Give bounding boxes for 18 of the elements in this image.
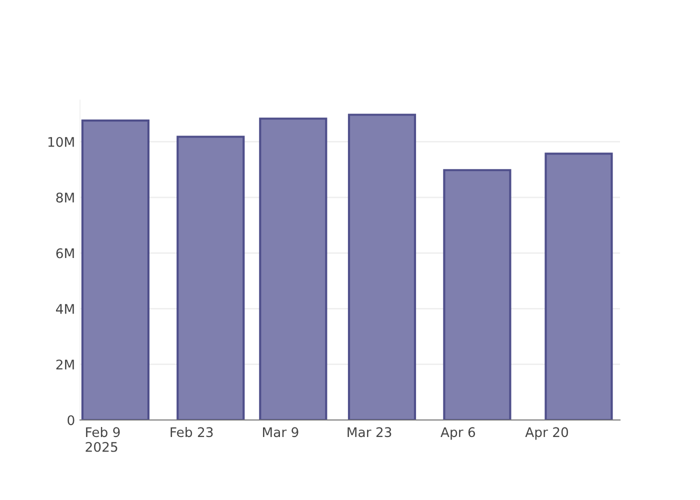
x-tick-label: Feb 9 2025	[86, 426, 120, 452]
x-tick-label: Apr 6	[440, 427, 476, 440]
y-tick-label: 6M	[56, 248, 74, 258]
bar	[544, 152, 613, 420]
y-tick-label: 0	[68, 415, 74, 426]
y-tick-label: 2M	[56, 360, 74, 370]
bar	[176, 136, 245, 420]
bar	[443, 169, 512, 420]
y-tick-label: 10M	[48, 136, 74, 147]
y-tick-label: 8M	[56, 192, 74, 203]
bar	[259, 118, 328, 420]
x-tick-label: Mar 9	[263, 427, 298, 438]
bar	[348, 114, 416, 420]
y-tick-label: 4M	[56, 304, 74, 314]
bar	[81, 120, 150, 420]
x-tick-label: Apr 20	[525, 427, 568, 440]
x-tick-label: Feb 23	[170, 426, 213, 438]
x-tick-label: Mar 23	[348, 427, 392, 438]
